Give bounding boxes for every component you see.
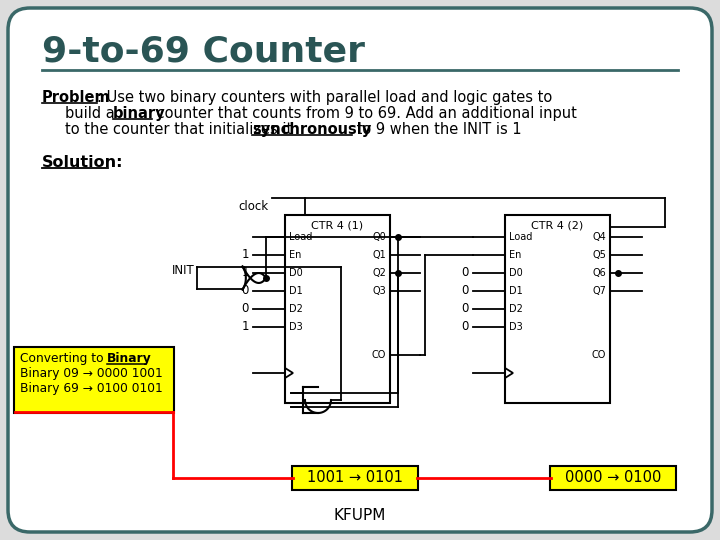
Text: D3: D3 [289, 322, 302, 332]
Text: D1: D1 [509, 286, 523, 296]
Text: clock: clock [238, 200, 268, 213]
FancyBboxPatch shape [8, 8, 712, 532]
Text: Load: Load [289, 232, 312, 242]
Text: 0: 0 [462, 267, 469, 280]
Bar [285, 215, 390, 403]
Text: 1: 1 [241, 321, 249, 334]
Text: Q6: Q6 [593, 268, 606, 278]
Text: D2: D2 [289, 304, 303, 314]
Bar [505, 215, 610, 403]
Text: 1001 → 0101: 1001 → 0101 [307, 470, 403, 485]
Text: synchronously: synchronously [252, 122, 372, 137]
Text: Q7: Q7 [592, 286, 606, 296]
Text: D0: D0 [509, 268, 523, 278]
Text: 0: 0 [462, 302, 469, 315]
Text: 0: 0 [242, 285, 249, 298]
Text: En: En [509, 250, 521, 260]
Text: KFUPM: KFUPM [334, 508, 386, 523]
FancyBboxPatch shape [292, 466, 418, 490]
Text: Q1: Q1 [372, 250, 386, 260]
Text: to the counter that initializes it: to the counter that initializes it [65, 122, 297, 137]
Text: CTR 4 (1): CTR 4 (1) [312, 221, 364, 231]
Text: Q2: Q2 [372, 268, 386, 278]
Text: D0: D0 [289, 268, 302, 278]
Text: Load: Load [509, 232, 532, 242]
Text: counter that counts from 9 to 69. Add an additional input: counter that counts from 9 to 69. Add an… [152, 106, 577, 121]
Text: CTR 4 (2): CTR 4 (2) [531, 221, 584, 231]
FancyBboxPatch shape [14, 347, 174, 413]
Text: : Use two binary counters with parallel load and logic gates to: : Use two binary counters with parallel … [97, 90, 552, 105]
Text: 0: 0 [462, 321, 469, 334]
Text: Converting to: Converting to [20, 352, 107, 365]
Text: CO: CO [372, 350, 386, 360]
Text: 9-to-69 Counter: 9-to-69 Counter [42, 35, 365, 69]
Text: D2: D2 [509, 304, 523, 314]
Text: Binary 09 → 0000 1001: Binary 09 → 0000 1001 [20, 367, 163, 380]
Text: En: En [289, 250, 302, 260]
Text: Problem: Problem [42, 90, 111, 105]
Text: 1: 1 [241, 267, 249, 280]
Text: 0: 0 [462, 285, 469, 298]
Text: 0000 → 0100: 0000 → 0100 [564, 470, 661, 485]
Text: D3: D3 [509, 322, 523, 332]
Text: 1: 1 [241, 248, 249, 261]
Text: 0: 0 [242, 302, 249, 315]
Text: Q3: Q3 [372, 286, 386, 296]
Text: to 9 when the INIT is 1: to 9 when the INIT is 1 [352, 122, 521, 137]
Text: Q0: Q0 [372, 232, 386, 242]
Text: INIT: INIT [172, 264, 195, 276]
Text: Q5: Q5 [592, 250, 606, 260]
FancyBboxPatch shape [550, 466, 676, 490]
Text: D1: D1 [289, 286, 302, 296]
Text: Q4: Q4 [593, 232, 606, 242]
Text: Solution:: Solution: [42, 155, 124, 170]
Text: CO: CO [592, 350, 606, 360]
Text: Binary: Binary [107, 352, 152, 365]
Text: Binary 69 → 0100 0101: Binary 69 → 0100 0101 [20, 382, 163, 395]
Text: build a: build a [65, 106, 120, 121]
Text: binary: binary [113, 106, 166, 121]
